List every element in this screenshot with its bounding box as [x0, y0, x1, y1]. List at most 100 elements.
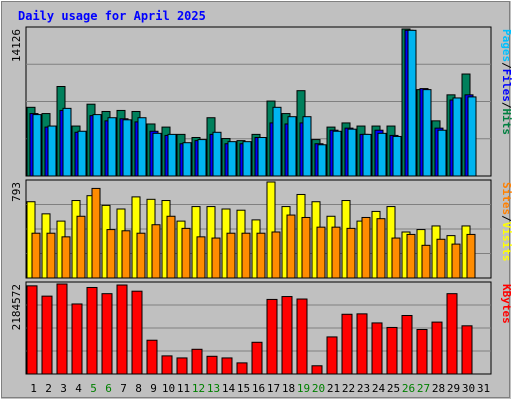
legend-entry: Files [500, 69, 512, 102]
x-tick-label: 20 [312, 382, 325, 395]
x-axis-ticks: 1 2 3 4 5 6 7 8 9 10 11 12 13 14 15 16 17 18 19 20 21 22 23 24 2… [30, 382, 490, 395]
x-tick-label: 8 [135, 382, 142, 395]
bar-sites-day-19 [301, 216, 311, 279]
bar-visits-day-17 [266, 181, 276, 279]
bar-kbytes-day-28 [431, 321, 443, 375]
legend-kbytes: KBytes [500, 284, 512, 324]
bar-kbytes-day-29 [446, 293, 458, 375]
x-tick-label: 5 [90, 382, 97, 395]
bar-sites-day-24 [376, 218, 386, 279]
bar-kbytes-day-10 [161, 355, 173, 375]
bar-pages-day-1 [32, 114, 42, 177]
bar-kbytes-day-27 [416, 329, 428, 375]
x-tick-label: 7 [120, 382, 127, 395]
bar-sites-day-25 [391, 237, 401, 279]
bar-pages-day-11 [182, 142, 192, 177]
x-tick-label: 29 [447, 382, 460, 395]
bar-kbytes-day-8 [131, 290, 143, 375]
legend-entry: / [500, 215, 512, 222]
legend-text: Pages/Files/Hits [500, 29, 512, 135]
bar-sites-day-20 [316, 226, 326, 279]
panel-hits-files-pages: 14126 Pages/Files/Hits [10, 26, 512, 177]
bar-kbytes-day-17 [266, 298, 278, 375]
x-tick-label: 9 [150, 382, 157, 395]
x-tick-label: 27 [417, 382, 430, 395]
bar-pages-day-5 [92, 114, 102, 177]
bar-sites-day-28 [436, 238, 446, 279]
x-tick-label: 11 [177, 382, 190, 395]
legend-visits-sites: Sites/Visits [500, 182, 512, 262]
bar-pages-day-30 [467, 96, 477, 177]
bar-sites-day-22 [346, 227, 356, 279]
bar-sites-day-16 [256, 232, 266, 279]
bar-pages-day-26 [407, 29, 417, 177]
bar-pages-day-29 [452, 97, 462, 177]
bar-kbytes-day-12 [191, 348, 203, 375]
bar-pages-day-14 [227, 141, 237, 177]
x-tick-label: 25 [387, 382, 400, 395]
legend-entry: Pages [500, 29, 512, 62]
bar-kbytes-day-22 [341, 313, 353, 375]
legend-entry: / [500, 102, 512, 109]
legend-entry: Hits [500, 109, 512, 136]
bar-pages-day-13 [212, 131, 222, 177]
bar-pages-day-12 [197, 139, 207, 177]
bar-pages-day-18 [287, 116, 297, 177]
x-tick-label: 28 [432, 382, 445, 395]
bar-sites-day-1 [31, 232, 41, 279]
bar-pages-day-16 [257, 136, 267, 177]
bar-kbytes-day-18 [281, 296, 293, 375]
bar-pages-day-23 [362, 133, 372, 177]
bar-kbytes-day-3 [56, 283, 68, 375]
y-max-label: 14126 [10, 29, 23, 62]
bar-kbytes-day-2 [41, 295, 53, 375]
bar-sites-day-23 [361, 216, 371, 279]
x-tick-label: 3 [60, 382, 67, 395]
bar-pages-day-8 [137, 117, 147, 177]
bar-kbytes-day-23 [356, 313, 368, 375]
bar-sites-day-3 [61, 236, 71, 279]
bar-pages-day-21 [332, 130, 342, 177]
bar-kbytes-day-7 [116, 284, 128, 375]
bar-sites-day-11 [181, 227, 191, 279]
bar-pages-day-6 [107, 117, 117, 177]
panel-kbytes: 2184572 KBytes [10, 281, 512, 375]
bar-sites-day-8 [136, 232, 146, 279]
legend-entry: Sites [500, 182, 512, 215]
x-tick-label: 30 [462, 382, 475, 395]
legend-entry: Visits [500, 222, 512, 262]
bar-kbytes-day-9 [146, 339, 158, 375]
bar-kbytes-day-26 [401, 314, 413, 375]
legend-text: KBytes [500, 284, 512, 324]
x-tick-label: 26 [402, 382, 415, 395]
x-tick-label: 12 [192, 382, 205, 395]
bar-sites-day-10 [166, 215, 176, 279]
legend-entry: / [500, 62, 512, 69]
bar-kbytes-day-25 [386, 326, 398, 375]
x-tick-label: 24 [372, 382, 386, 395]
bar-kbytes-day-14 [221, 357, 233, 375]
bar-pages-day-9 [152, 132, 162, 177]
x-tick-label: 18 [282, 382, 295, 395]
x-tick-label: 2 [45, 382, 52, 395]
x-tick-label: 6 [105, 382, 112, 395]
bar-pages-day-28 [437, 129, 447, 177]
bar-sites-day-7 [121, 230, 131, 279]
y-max-label: 2184572 [10, 284, 23, 330]
bar-pages-day-2 [47, 125, 57, 177]
bar-sites-day-27 [421, 244, 431, 279]
x-tick-label: 31 [477, 382, 490, 395]
bar-pages-day-27 [422, 89, 432, 177]
y-max-label: 793 [10, 182, 23, 202]
legend-hits-files-pages: Pages/Files/Hits [500, 29, 512, 135]
bar-kbytes-day-13 [206, 355, 218, 375]
bar-sites-day-5 [91, 187, 101, 279]
bar-pages-day-22 [347, 128, 357, 177]
bar-pages-day-19 [302, 116, 312, 177]
bar-kbytes-day-1 [26, 285, 38, 375]
bar-sites-day-26 [406, 233, 416, 279]
bar-sites-day-14 [226, 232, 236, 279]
x-tick-label: 14 [222, 382, 236, 395]
x-tick-label: 23 [357, 382, 370, 395]
